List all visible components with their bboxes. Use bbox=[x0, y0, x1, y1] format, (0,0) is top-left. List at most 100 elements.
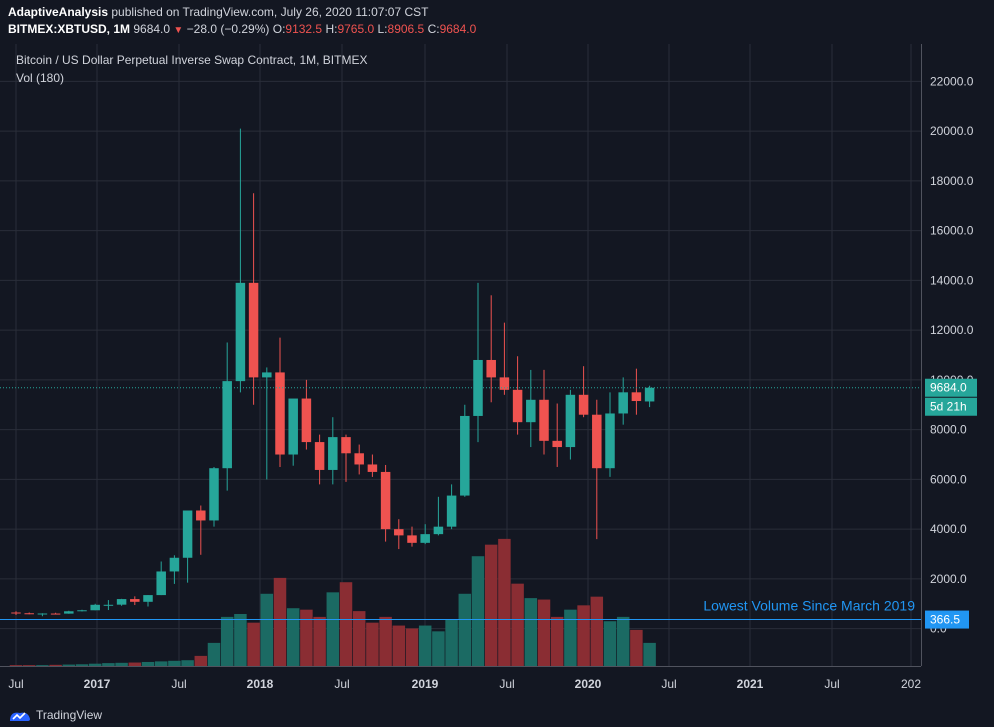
volume-bar bbox=[286, 608, 300, 666]
price-tick-label: 16000.0 bbox=[930, 224, 974, 238]
close-label: C: bbox=[427, 22, 440, 36]
candle-body bbox=[526, 399, 536, 423]
volume-bar bbox=[524, 598, 538, 666]
candle-body bbox=[90, 604, 100, 611]
high-label: H: bbox=[325, 22, 338, 36]
volume-bar bbox=[577, 605, 590, 666]
chart-title: Bitcoin / US Dollar Perpetual Inverse Sw… bbox=[16, 53, 367, 67]
volume-bar bbox=[339, 582, 353, 666]
candle-body bbox=[301, 398, 312, 443]
candle-body bbox=[130, 599, 140, 602]
volume-bar bbox=[220, 616, 234, 666]
volume-bar bbox=[590, 596, 604, 666]
price-tick-label: 22000.0 bbox=[930, 74, 974, 88]
volume-bar bbox=[62, 664, 76, 666]
low-label: L: bbox=[377, 22, 388, 36]
volume-bar bbox=[234, 614, 247, 666]
candle-body bbox=[354, 453, 364, 465]
time-tick-label: Jul bbox=[661, 677, 676, 691]
candle-body bbox=[222, 381, 232, 469]
volume-bar bbox=[498, 538, 511, 666]
candle-body bbox=[314, 442, 325, 470]
volume-indicator-label: Vol (180) bbox=[16, 71, 64, 85]
volume-bar bbox=[75, 664, 89, 666]
volume-bar bbox=[9, 665, 23, 667]
price-axis[interactable]: 22000.0 20000.0 18000.0 16000.0 14000.0 12000… bbox=[921, 44, 994, 700]
author-name[interactable]: AdaptiveAnalysis bbox=[8, 5, 109, 19]
price-tick-label: 4000.0 bbox=[930, 522, 967, 536]
volume-bar bbox=[49, 664, 62, 666]
candle-body bbox=[116, 599, 127, 605]
candle-body bbox=[460, 415, 470, 496]
open-value: 9132.5 bbox=[285, 22, 323, 36]
time-tick-label: Jul bbox=[171, 677, 186, 691]
candlesticks bbox=[11, 128, 655, 617]
candle-body bbox=[77, 610, 87, 612]
symbol-label[interactable]: BITMEX:XBTUSD, 1M bbox=[8, 22, 131, 36]
candle-body bbox=[248, 282, 259, 378]
hline-price-tag-label: 366.5 bbox=[930, 613, 960, 627]
candle-body bbox=[367, 464, 378, 472]
volume-annotation: Lowest Volume Since March 2019 bbox=[703, 598, 915, 614]
volume-bar bbox=[36, 665, 49, 667]
open-label: O: bbox=[272, 22, 286, 36]
candle-body bbox=[644, 387, 655, 402]
volume-bar bbox=[511, 583, 524, 666]
volume-bar bbox=[458, 593, 472, 666]
close-value: 9684.0 bbox=[439, 22, 477, 36]
candle-body bbox=[328, 437, 338, 470]
last-price-tag-label: 9684.0 bbox=[930, 381, 967, 395]
candle-body bbox=[169, 557, 180, 572]
volume-bar bbox=[326, 592, 340, 666]
candle-body bbox=[578, 394, 589, 415]
candle-body bbox=[24, 613, 34, 615]
candle-body bbox=[486, 359, 496, 378]
volume-bar bbox=[392, 625, 406, 666]
last-price-tag bbox=[925, 378, 977, 397]
volume-bar bbox=[154, 661, 168, 666]
candle-body bbox=[433, 526, 444, 535]
price-chart[interactable]: Bitcoin / US Dollar Perpetual Inverse Sw… bbox=[0, 44, 994, 700]
candle-body bbox=[64, 611, 74, 614]
volume-bar bbox=[418, 625, 432, 666]
volume-bar bbox=[484, 544, 498, 666]
candle-body bbox=[235, 282, 246, 382]
change-value: −28.0 (−0.29%) bbox=[186, 22, 270, 36]
hline-price-tag bbox=[925, 610, 969, 629]
candle-body bbox=[631, 392, 642, 402]
time-axis-bg bbox=[0, 666, 921, 700]
time-tick-label: 202 bbox=[901, 677, 921, 691]
candle-body bbox=[275, 372, 285, 455]
chart-header: AdaptiveAnalysis published on TradingVie… bbox=[8, 4, 988, 40]
published-text: published on TradingView.com, July 26, 2… bbox=[108, 5, 429, 19]
volume-bar bbox=[405, 628, 419, 666]
candle-body bbox=[11, 612, 21, 614]
high-value: 9765.0 bbox=[337, 22, 375, 36]
volume-bar bbox=[115, 662, 128, 666]
volume-bar bbox=[22, 665, 36, 667]
candle-body bbox=[182, 510, 193, 558]
price-axis-bg bbox=[921, 44, 994, 700]
volume-bar bbox=[128, 662, 142, 666]
time-tick-label: 2017 bbox=[84, 677, 111, 691]
plot-area bbox=[0, 44, 921, 666]
time-tick-label: Jul bbox=[824, 677, 839, 691]
time-axis[interactable]: Jul 2017 Jul 2018 Jul 2019 Jul 2020 Jul 2021 Jul 20… bbox=[0, 666, 921, 700]
candle-body bbox=[50, 613, 61, 615]
time-tick-label: 2018 bbox=[247, 677, 274, 691]
last-price-value: 9684.0 bbox=[133, 22, 171, 36]
volume-bar bbox=[141, 661, 155, 666]
volume-bar bbox=[379, 616, 392, 666]
volume-bar bbox=[616, 616, 630, 666]
overlays bbox=[0, 387, 921, 621]
low-value: 8906.5 bbox=[387, 22, 425, 36]
tradingview-logo-icon bbox=[10, 712, 30, 721]
candle-body bbox=[539, 399, 549, 441]
candle-body bbox=[420, 534, 430, 543]
countdown-tag bbox=[925, 397, 977, 416]
volume-bar bbox=[643, 642, 656, 666]
volume-bar bbox=[352, 611, 366, 666]
candle-body bbox=[565, 394, 576, 448]
volume-bar bbox=[313, 616, 326, 666]
volume-bars bbox=[9, 538, 656, 667]
